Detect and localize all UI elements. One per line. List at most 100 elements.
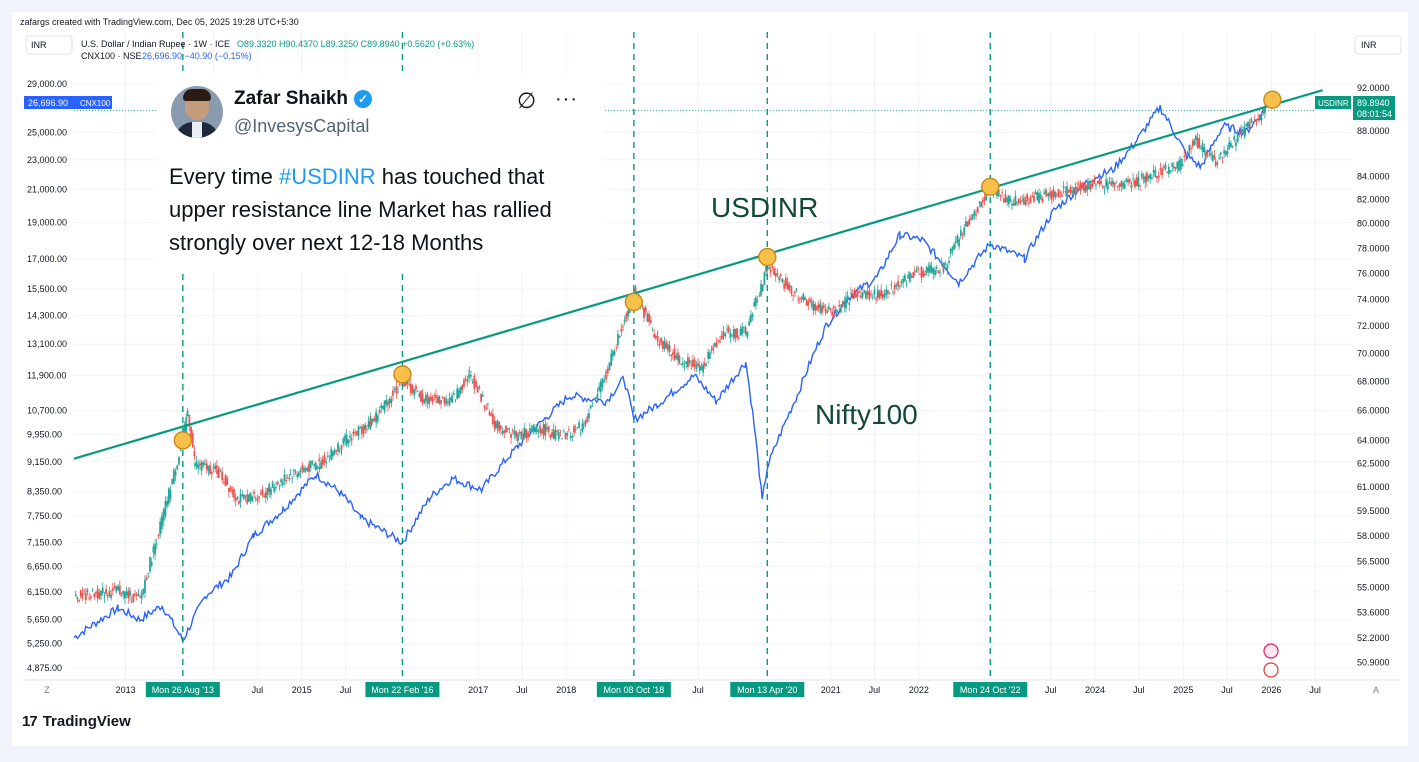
grok-icon[interactable]: ∅ — [517, 88, 537, 113]
usdinr-candle-body — [117, 587, 120, 591]
usdinr-candle-body — [932, 268, 935, 275]
left-tick-label: 7,750.00 — [27, 511, 62, 521]
tradingview-brand[interactable]: 17 TradingView — [22, 713, 131, 730]
usdinr-candle-body — [922, 270, 925, 277]
usdinr-candle-body — [649, 319, 652, 323]
usdinr-candle-body — [613, 351, 616, 355]
usdinr-candle-body — [1033, 195, 1035, 202]
usdinr-candle-body — [817, 303, 820, 309]
usdinr-candle-body — [710, 349, 713, 351]
usdinr-candle-body — [556, 430, 559, 432]
left-price-axis[interactable]: 29,000.00 25,000.00 23,000.00 21,000.00 19,0… — [27, 79, 67, 673]
usdinr-candle-body — [256, 498, 259, 501]
usdinr-candle-body — [1157, 175, 1160, 178]
bottom-icons[interactable] — [1263, 643, 1279, 678]
usdinr-candle-body — [1238, 133, 1241, 135]
usdinr-candle-body — [729, 333, 732, 338]
left-tick-label: 13,100.00 — [27, 339, 67, 349]
left-scale-button[interactable] — [25, 35, 73, 55]
usdinr-candle-body — [454, 399, 457, 401]
usdinr-candle-body — [951, 247, 954, 251]
usdinr-candle-body — [654, 335, 657, 339]
usdinr-candle-body — [622, 326, 624, 328]
more-icon[interactable]: ··· — [555, 88, 578, 110]
usdinr-candle-body — [890, 284, 893, 286]
usdinr-candle-body — [905, 283, 908, 285]
usdinr-candle-body — [964, 221, 967, 227]
usdinr-candle-body — [303, 468, 305, 473]
usdinr-candle-body — [779, 274, 782, 276]
usdinr-candle-body — [316, 466, 319, 469]
usdinr-candle-body — [1252, 121, 1254, 123]
usdinr-candle-body — [423, 399, 426, 404]
usdinr-candle-body — [605, 374, 607, 380]
usdinr-candle-body — [692, 359, 694, 367]
usdinr-candle-body — [390, 398, 393, 404]
left-tick-label: 19,000.00 — [27, 217, 67, 227]
usdinr-candle-body — [221, 471, 224, 480]
usdinr-candle-body — [907, 274, 910, 279]
right-price-tag-value: 89.8940 — [1357, 98, 1390, 108]
usdinr-candle-body — [1149, 173, 1152, 179]
usdinr-candle-body — [660, 337, 663, 344]
usdinr-candle-body — [89, 596, 92, 598]
usdinr-candle-body — [1022, 197, 1025, 205]
usdinr-candle-body — [344, 435, 346, 442]
usdinr-candle-body — [1128, 178, 1131, 183]
usdinr-candle-body — [1081, 182, 1084, 189]
usdinr-candle-body — [254, 497, 257, 499]
avatar[interactable] — [171, 86, 223, 138]
usdinr-candle-body — [1247, 121, 1249, 129]
time-axis[interactable]: 20134Jul2015Jul2017Jul2018Jul2021Jul2022… — [44, 682, 1379, 697]
legend-cnx100-name[interactable]: CNX100 · NSE — [81, 51, 142, 61]
usdinr-candle-body — [84, 593, 87, 601]
chart-credit: zafargs created with TradingView.com, De… — [20, 17, 299, 27]
left-scale-button-label: INR — [31, 40, 47, 50]
tweet-hashtag[interactable]: #USDINR — [279, 164, 376, 189]
usdinr-candle-body — [388, 399, 391, 404]
usdinr-candle-body — [666, 344, 669, 351]
usdinr-candle-body — [159, 521, 162, 535]
usdinr-candle-body — [347, 439, 350, 444]
usdinr-candle-body — [748, 321, 751, 326]
usdinr-candle-body — [239, 494, 242, 503]
usdinr-candle-body — [832, 306, 835, 309]
usdinr-candle-body — [675, 355, 678, 359]
usdinr-candle-body — [653, 333, 656, 338]
usdinr-candle-body — [617, 334, 619, 346]
usdinr-candle-body — [778, 277, 781, 280]
flash-icon — [1263, 643, 1279, 659]
usdinr-candle-body — [1024, 200, 1027, 205]
tweet-handle[interactable]: @InvesysCapital — [234, 116, 370, 136]
tweet-author[interactable]: Zafar Shaikh ✓ — [234, 88, 373, 110]
usdinr-candle-body — [1228, 141, 1231, 150]
right-tick-label: 72.0000 — [1357, 321, 1390, 331]
usdinr-candle-body — [943, 262, 945, 269]
usdinr-candle-body — [918, 273, 921, 275]
usdinr-candle-body — [939, 271, 941, 273]
right-price-axis[interactable]: 92.0000 88.0000 84.0000 82.0000 80.0000 78.00… — [1357, 83, 1390, 668]
usdinr-candle-body — [623, 319, 626, 323]
usdinr-candle-body — [809, 299, 811, 302]
left-tick-label: 23,000.00 — [27, 155, 67, 165]
usdinr-candle-body — [440, 399, 442, 405]
right-scale-button[interactable] — [1354, 35, 1402, 55]
usdinr-candle-body — [766, 269, 769, 271]
usdinr-candle-body — [270, 488, 272, 495]
usdinr-candle-body — [154, 544, 156, 555]
usdinr-candle-body — [603, 380, 606, 382]
usdinr-candle-body — [1169, 170, 1172, 173]
usdinr-candle-body — [76, 597, 79, 600]
legend-usdinr-name[interactable]: U.S. Dollar / Indian Rupee · 1W · ICE — [81, 39, 230, 49]
usdinr-candle-body — [111, 588, 114, 591]
usdinr-candle-body — [1021, 200, 1024, 202]
usdinr-candle-body — [658, 343, 661, 346]
left-tick-label: 25,000.00 — [27, 127, 67, 137]
usdinr-candle-body — [236, 497, 239, 500]
time-tick-label: Jul — [1045, 685, 1057, 695]
left-tick-label: 17,000.00 — [27, 254, 67, 264]
time-tick-label: 2013 — [116, 685, 136, 695]
grid — [22, 32, 1400, 681]
usdinr-candle-body — [404, 381, 407, 386]
